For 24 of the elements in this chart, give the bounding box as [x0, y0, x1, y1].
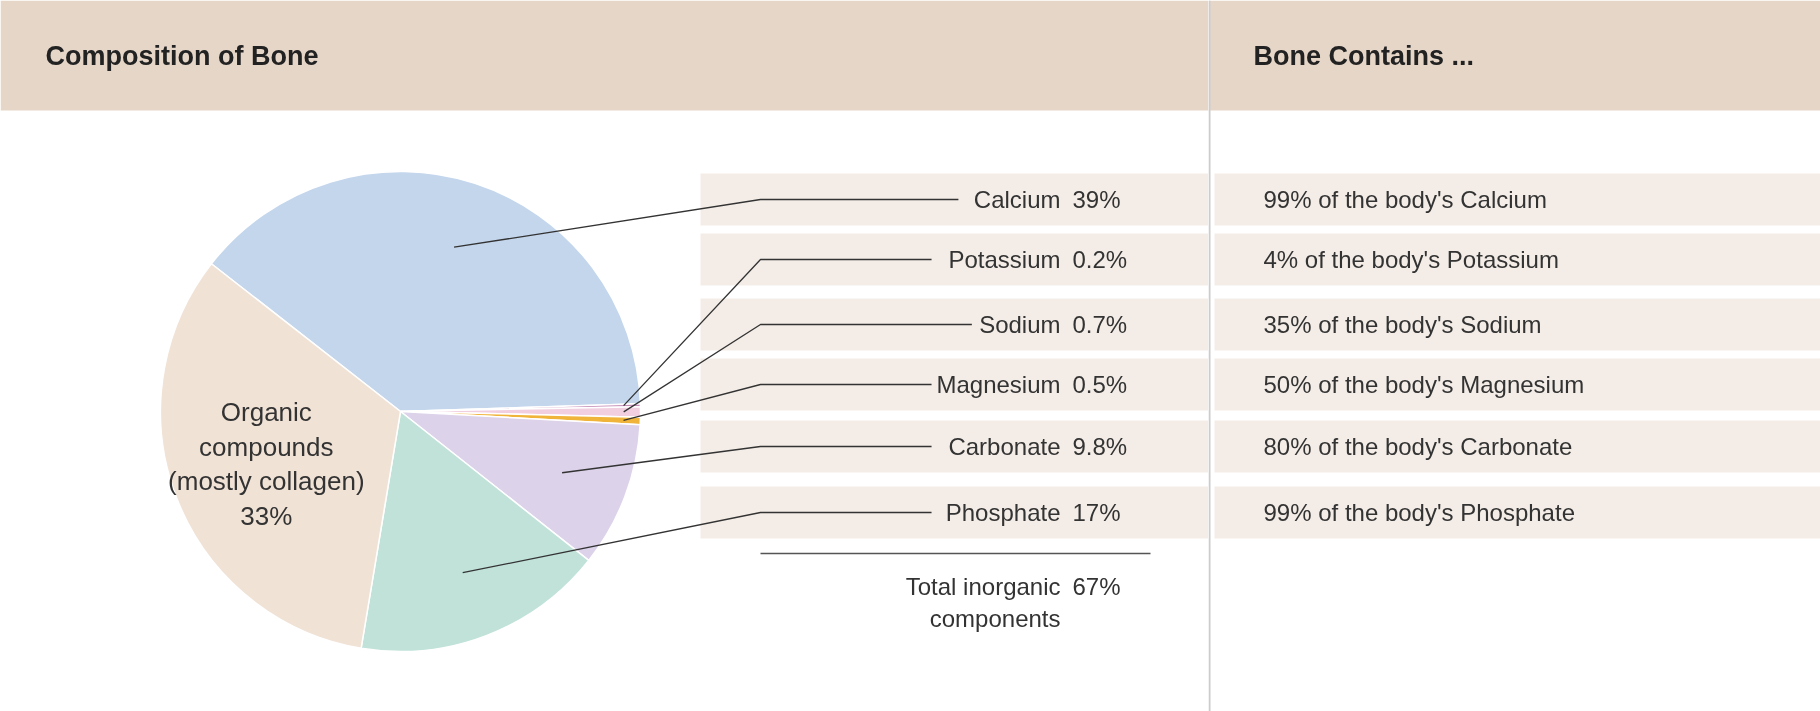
slice-label: Magnesium: [936, 371, 1061, 398]
text: 99% of the body's Calcium: [1263, 186, 1547, 213]
text: Bone Contains ...: [1253, 40, 1475, 71]
data-label: 39%: [1072, 186, 1121, 213]
text: 67%: [1072, 572, 1121, 600]
chart-title: Composition of Bone: [45, 40, 319, 71]
text: Total inorganic components: [905, 572, 1061, 632]
data-label: 0.5%: [1072, 371, 1128, 398]
data-label: 9.8%: [1072, 433, 1128, 460]
text: 80% of the body's Carbonate: [1263, 433, 1573, 460]
data-label: 0.2%: [1072, 246, 1128, 273]
slice-label: Sodium: [979, 311, 1061, 338]
data-label: 33%: [240, 500, 293, 531]
slice-label: Organic compounds (mostly collagen): [168, 397, 365, 497]
slice-label: Potassium: [948, 246, 1061, 273]
data-label: 0.7%: [1072, 311, 1128, 338]
text: 35% of the body's Sodium: [1263, 311, 1542, 338]
text: 4% of the body's Potassium: [1263, 246, 1559, 273]
data-label: 17%: [1072, 499, 1121, 526]
slice-label: Carbonate: [948, 433, 1061, 460]
text: 99% of the body's Phosphate: [1263, 499, 1575, 526]
text: 50% of the body's Magnesium: [1263, 371, 1585, 398]
slice-label: Phosphate: [945, 499, 1061, 526]
slice-label: Calcium: [973, 186, 1061, 213]
